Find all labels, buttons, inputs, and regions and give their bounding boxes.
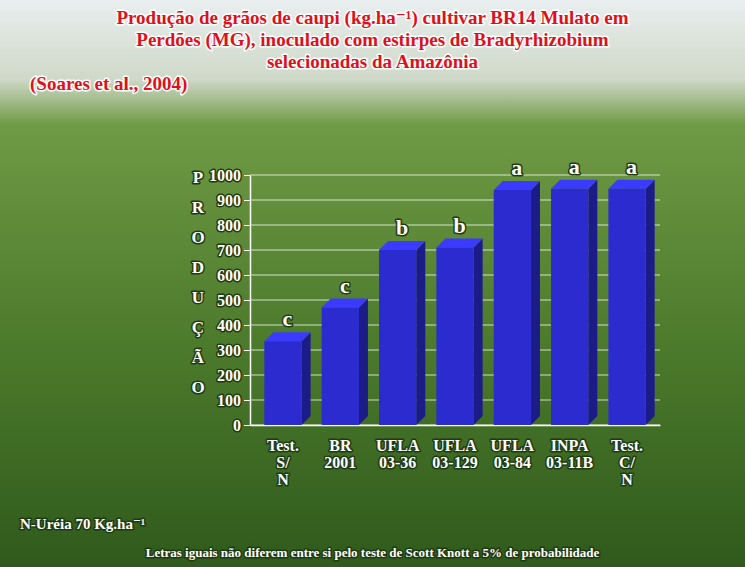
chart: Produção de grãos de caupi (kg.ha⁻¹) cul… (0, 0, 745, 567)
bar (494, 190, 531, 425)
x-tick-label: INPA03-11B (546, 437, 593, 471)
notes: N-Uréia 70 Kg.ha⁻¹Letras iguais não dife… (20, 516, 599, 560)
bar (264, 341, 301, 425)
bar-top (608, 180, 654, 189)
bar-3d (264, 332, 310, 425)
y-tick: 1000 (209, 167, 250, 184)
bar-side (588, 180, 597, 425)
x-tick-label: UFLA03-84 (491, 437, 535, 471)
bar-top (436, 239, 482, 248)
y-tick: 700 (217, 242, 250, 259)
bar-top (264, 332, 310, 341)
bar-3d (322, 299, 368, 426)
title: Produção de grãos de caupi (kg.ha⁻¹) cul… (116, 7, 628, 72)
significance-letter: c (283, 306, 293, 331)
bar-3d (608, 180, 654, 425)
bar-3d (436, 239, 482, 426)
bar-side (359, 299, 368, 426)
y-tick-label: 700 (217, 242, 241, 259)
bar-top (379, 241, 425, 250)
bar-top (494, 181, 540, 190)
y-tick-label: 300 (217, 342, 241, 359)
x-tick: UFLA03-129 (432, 425, 477, 471)
significance-letter: b (396, 215, 408, 240)
bar (608, 189, 645, 425)
annotations: c c b b a a a (283, 154, 637, 332)
y-tick: 0 (233, 417, 250, 434)
bar-side (416, 241, 425, 425)
y-tick-label: 800 (217, 217, 241, 234)
significance-letter: c (340, 273, 350, 298)
x-tick: INPA03-11B (546, 425, 593, 471)
y-axis-title: PRODUÇÃO (191, 168, 204, 397)
bar-side (531, 181, 540, 425)
y-tick: 200 (217, 367, 250, 384)
y-tick-label: 400 (217, 317, 241, 334)
y-tick-label: 200 (217, 367, 241, 384)
title-group: Produção de grãos de caupi (kg.ha⁻¹) cul… (30, 7, 629, 95)
y-tick-mark (244, 275, 250, 276)
x-tick-label: Test.C/N (611, 437, 643, 488)
subtitle: (Soares et al., 2004) (30, 73, 187, 95)
x-tick: UFLA03-36 (376, 425, 420, 471)
y-tick-mark (244, 250, 250, 251)
bar-3d (494, 181, 540, 425)
x-tick: Test.S/N (267, 425, 299, 488)
bar-3d (551, 180, 597, 425)
grid (250, 175, 660, 425)
note: N-Uréia 70 Kg.ha⁻¹ (20, 516, 145, 532)
y-tick-mark (244, 350, 250, 351)
x-tick-label: Test.S/N (267, 437, 299, 488)
grid-line (250, 175, 660, 176)
y-axis: 0 100 200 300 400 500 600 700 800 900 1000 (209, 167, 251, 434)
x-tick: Test.C/N (611, 425, 643, 488)
y-tick-mark (244, 375, 250, 376)
bar-side (302, 332, 311, 425)
background (0, 0, 745, 567)
y-tick-mark (244, 300, 250, 301)
significance-letter: b (453, 213, 465, 238)
y-tick-label: 500 (217, 292, 241, 309)
bar-top (322, 299, 368, 308)
x-tick-label: BR2001 (324, 437, 356, 471)
significance-letter: a (626, 154, 637, 179)
y-tick: 800 (217, 217, 250, 234)
y-tick: 400 (217, 317, 250, 334)
y-tick-label: 0 (233, 417, 241, 434)
y-tick: 600 (217, 267, 250, 284)
bar-side (474, 239, 483, 426)
bars (264, 180, 654, 425)
y-tick-mark (244, 175, 250, 176)
bar-top (551, 180, 597, 189)
y-tick: 300 (217, 342, 250, 359)
y-tick-mark (244, 200, 250, 201)
significance-letter: a (569, 154, 580, 179)
bar (322, 308, 359, 426)
y-tick-mark (244, 325, 250, 326)
y-tick: 500 (217, 292, 250, 309)
y-tick-label: 1000 (209, 167, 241, 184)
x-tick: UFLA03-84 (491, 425, 535, 471)
x-tick-label: UFLA03-36 (376, 437, 420, 471)
y-tick-mark (244, 425, 250, 426)
y-tick-label: 600 (217, 267, 241, 284)
plot: 0 100 200 300 400 500 600 700 800 900 1000 Test.S/N… (209, 154, 661, 488)
y-tick: 900 (217, 192, 250, 209)
x-axis: Test.S/N BR2001 UFLA03-36 UFLA03-129 UFLA03-… (251, 425, 661, 488)
bar (551, 189, 588, 425)
x-tick: BR2001 (324, 425, 356, 471)
y-tick-label: 100 (217, 392, 241, 409)
grid-line (250, 200, 660, 201)
y-tick: 100 (217, 392, 250, 409)
y-tick-mark (244, 225, 250, 226)
significance-letter: a (511, 155, 522, 180)
y-tick-mark (244, 400, 250, 401)
bar (379, 250, 416, 425)
note: Letras iguais não diferem entre si pelo … (146, 545, 600, 560)
x-tick-label: UFLA03-129 (432, 437, 477, 471)
y-tick-label: 900 (217, 192, 241, 209)
bar (436, 248, 473, 426)
bar-3d (379, 241, 425, 425)
bar-side (646, 180, 655, 425)
